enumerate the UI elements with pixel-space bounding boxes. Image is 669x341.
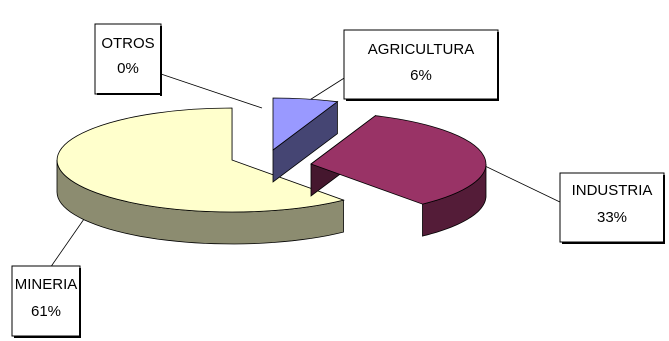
slice-mineria [56,107,345,245]
callout-box-mineria [11,265,81,337]
callout-mineria: MINERIA 61% [11,265,81,338]
label-agricultura-pct: 6% [410,67,432,84]
slice-top-industria [310,115,487,205]
callout-otros: OTROS 0% [94,23,162,96]
callout-agricultura: AGRICULTURA 6% [343,29,499,101]
label-agricultura-name: AGRICULTURA [368,41,474,58]
label-otros-pct: 0% [117,60,139,77]
label-mineria-pct: 61% [31,303,61,320]
slice-top-agricultura [272,97,339,151]
label-mineria-name: MINERIA [15,276,78,293]
leader-line-otros [157,72,263,109]
label-industria-name: INDUSTRIA [572,182,653,199]
callout-industria: INDUSTRIA 33% [559,172,665,244]
label-otros-name: OTROS [101,35,154,52]
callout-box-agricultura [343,29,499,100]
pie-slices [56,97,487,245]
label-industria-pct: 33% [597,209,627,226]
slice-industria [310,114,487,237]
slice-top-mineria [56,107,345,213]
slice-agricultura [272,97,339,183]
callout-box-industria [559,172,665,243]
